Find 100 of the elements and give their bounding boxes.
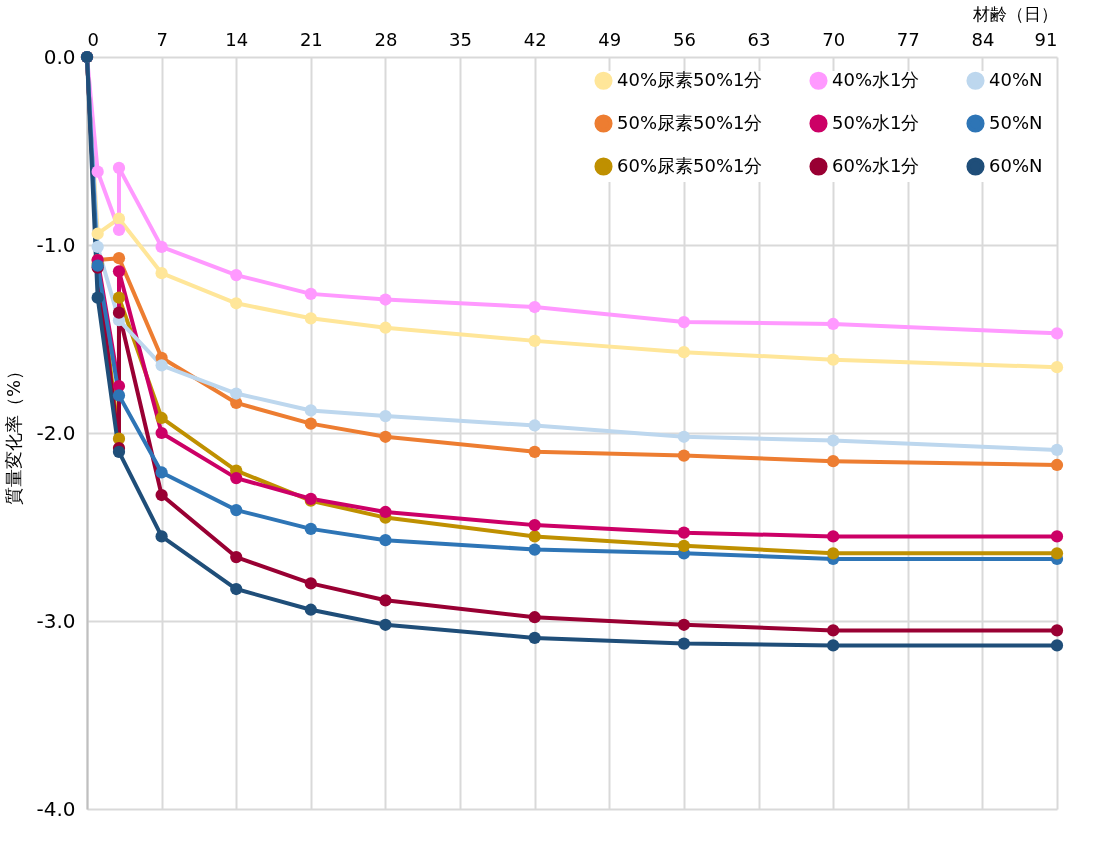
x-tick-label: 63 — [747, 28, 771, 50]
x-tick-label: 28 — [374, 28, 398, 50]
point — [677, 430, 691, 443]
point — [677, 526, 691, 539]
point — [827, 353, 840, 366]
point — [827, 317, 840, 331]
point — [230, 582, 243, 596]
y-tick-label: 0.0 — [43, 44, 76, 69]
x-tick-label: 91 — [1034, 28, 1058, 50]
point — [528, 300, 541, 314]
x-tick-label: 14 — [225, 28, 249, 50]
point — [230, 503, 243, 517]
x-tick-label: 35 — [449, 28, 473, 50]
point — [1050, 530, 1064, 543]
point — [304, 603, 317, 616]
point — [827, 624, 840, 637]
point — [91, 227, 104, 240]
point — [155, 240, 168, 253]
point — [528, 611, 541, 624]
point — [112, 389, 126, 402]
point — [112, 265, 126, 278]
point — [827, 434, 840, 447]
y-tick-label: -1.0 — [36, 232, 76, 257]
point — [1050, 443, 1064, 457]
point — [677, 315, 691, 329]
point — [112, 445, 126, 458]
point — [379, 293, 392, 306]
point — [827, 639, 840, 652]
point — [112, 161, 126, 175]
point — [304, 417, 317, 430]
point — [112, 252, 126, 265]
point — [379, 594, 392, 607]
point — [677, 539, 691, 552]
point — [304, 287, 317, 300]
point — [1050, 639, 1064, 652]
x-tick-label: 0 — [87, 28, 99, 50]
point — [1050, 547, 1064, 560]
point — [827, 547, 840, 560]
point — [155, 466, 168, 479]
point — [379, 505, 392, 519]
point — [528, 334, 541, 347]
point — [827, 530, 840, 543]
point — [1050, 327, 1064, 340]
point — [155, 267, 168, 280]
point — [304, 312, 317, 325]
legend-label: 60%水1分 — [832, 154, 920, 176]
point — [91, 165, 104, 178]
point — [91, 291, 104, 304]
point — [91, 240, 104, 253]
point — [677, 618, 691, 631]
point — [230, 550, 243, 564]
point — [155, 426, 168, 440]
point — [677, 637, 691, 650]
point — [677, 346, 691, 359]
x-tick-label: 77 — [896, 28, 920, 50]
y-tick-label: -3.0 — [36, 608, 76, 633]
x-tick-label: 70 — [822, 28, 846, 50]
x-axis-title: 材齢（日） — [971, 3, 1058, 24]
point — [230, 268, 243, 282]
point — [112, 212, 126, 225]
y-axis-title: 質量変化率（%） — [3, 361, 25, 506]
point — [528, 519, 541, 532]
point — [112, 223, 126, 237]
point — [1050, 458, 1064, 472]
point — [677, 449, 691, 462]
legend-label: 40%水1分 — [832, 68, 920, 90]
point — [112, 306, 126, 319]
point — [230, 387, 243, 400]
point — [379, 321, 392, 334]
point — [528, 445, 541, 458]
point — [379, 430, 392, 443]
point — [304, 404, 317, 417]
point — [155, 359, 168, 372]
point — [528, 419, 541, 432]
point — [379, 534, 392, 547]
point — [112, 291, 126, 304]
x-tick-label: 49 — [598, 28, 622, 50]
legend-label: 60%尿素50%1分 — [617, 154, 763, 176]
x-tick-label: 56 — [672, 28, 696, 50]
legend-label: 60%N — [989, 154, 1043, 176]
point — [230, 297, 243, 310]
point — [827, 455, 840, 468]
y-tick-label: -4.0 — [36, 796, 76, 821]
point — [155, 488, 168, 502]
point — [304, 522, 317, 535]
point — [528, 530, 541, 543]
point — [528, 543, 541, 556]
point — [155, 530, 168, 543]
point — [1050, 624, 1064, 637]
legend-label: 40%N — [989, 68, 1043, 90]
point — [155, 411, 168, 425]
legend-label: 50%水1分 — [832, 111, 920, 133]
x-tick-label: 7 — [156, 28, 168, 50]
x-tick-label: 84 — [971, 28, 995, 50]
point — [1050, 361, 1064, 374]
point — [379, 409, 392, 423]
x-tick-label: 42 — [523, 28, 547, 50]
point — [230, 472, 243, 485]
x-tick-label: 21 — [299, 28, 323, 50]
legend-label: 50%N — [989, 111, 1043, 133]
